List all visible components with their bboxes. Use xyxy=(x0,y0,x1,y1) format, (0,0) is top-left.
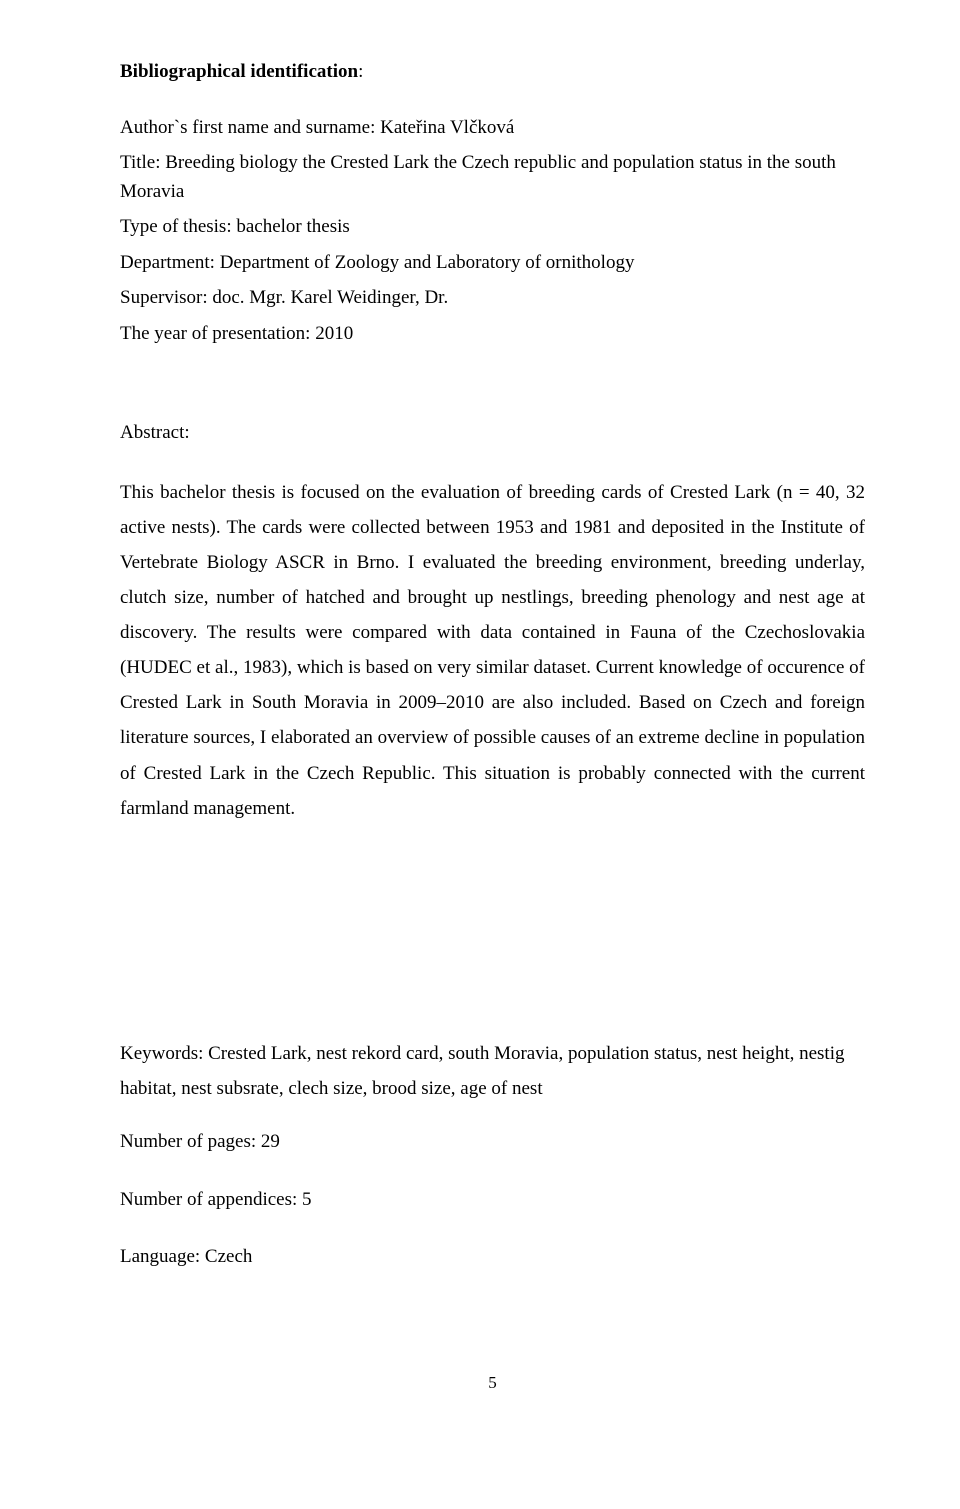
appendices-line: Number of appendices: 5 xyxy=(120,1186,865,1215)
title-line: Title: Breeding biology the Crested Lark… xyxy=(120,149,865,206)
supervisor-line: Supervisor: doc. Mgr. Karel Weidinger, D… xyxy=(120,284,865,313)
bibliographic-block: Bibliographical identification: Author`s… xyxy=(120,58,865,348)
page-number: 5 xyxy=(120,1370,865,1396)
language-line: Language: Czech xyxy=(120,1243,865,1272)
year-line: The year of presentation: 2010 xyxy=(120,320,865,349)
keywords-line: Keywords: Crested Lark, nest rekord card… xyxy=(120,1036,865,1106)
department-line: Department: Department of Zoology and La… xyxy=(120,249,865,278)
pages-line: Number of pages: 29 xyxy=(120,1128,865,1157)
author-line: Author`s first name and surname: Kateřin… xyxy=(120,114,865,143)
heading-text: Bibliographical identification xyxy=(120,61,358,82)
type-line: Type of thesis: bachelor thesis xyxy=(120,213,865,242)
heading: Bibliographical identification: xyxy=(120,58,865,87)
abstract-label: Abstract: xyxy=(120,419,865,448)
abstract-body: This bachelor thesis is focused on the e… xyxy=(120,475,865,826)
